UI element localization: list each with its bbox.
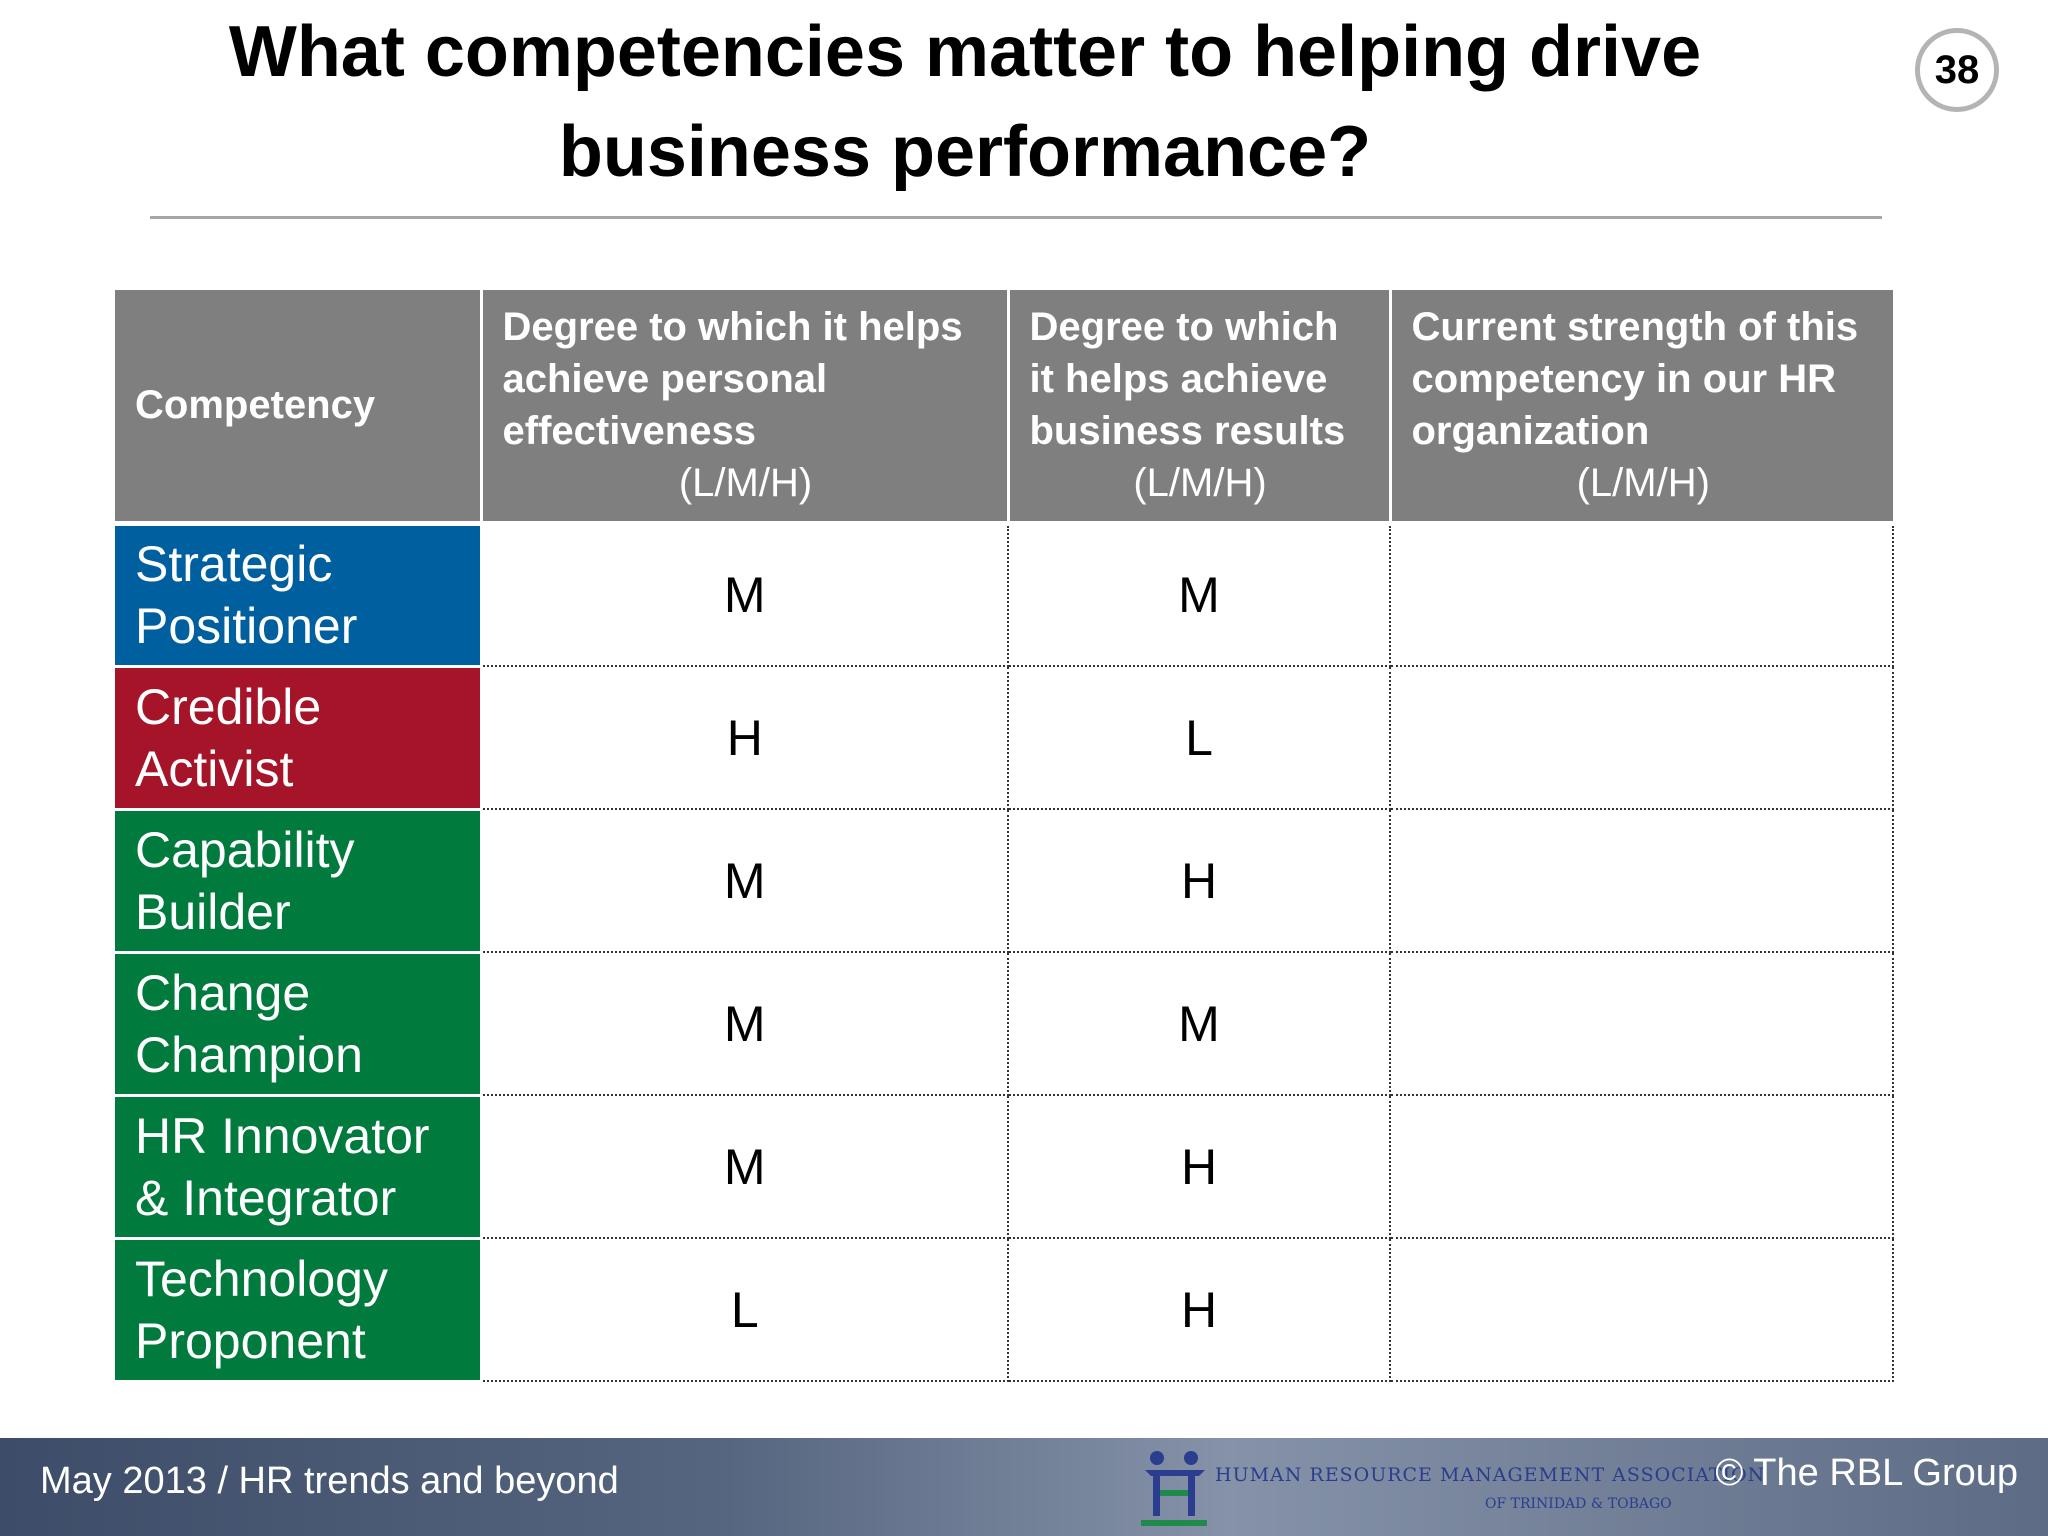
footer-date-title: May 2013 / HR trends and beyond [40, 1460, 619, 1502]
table-row: HR Innovator & Integrator M H [115, 1094, 1894, 1240]
competency-cell: Credible Activist [115, 666, 483, 811]
competency-cell: Strategic Positioner [115, 523, 483, 668]
competency-cell: Change Champion [115, 952, 483, 1097]
slide-title: What competencies matter to helping driv… [110, 2, 1820, 202]
business-rating-cell: H [1007, 1094, 1391, 1239]
hrmatt-logo-icon [1141, 1451, 1207, 1526]
strength-rating-cell[interactable] [1389, 1237, 1894, 1382]
competency-cell: Capability Builder [115, 809, 483, 954]
business-rating-cell: H [1007, 808, 1391, 953]
table-row: Capability Builder M H [115, 808, 1894, 954]
hrmatt-logo: HUMAN RESOURCE MANAGEMENT ASSOCIATION OF… [1135, 1446, 1766, 1532]
strength-rating-cell[interactable] [1389, 522, 1894, 667]
competency-table: Competency Degree to which it helps achi… [115, 290, 1894, 1383]
personal-rating-cell: M [480, 1094, 1009, 1239]
title-divider [150, 216, 1882, 219]
personal-rating-cell: H [480, 665, 1009, 810]
personal-rating-cell: M [480, 951, 1009, 1096]
table-header-row: Competency Degree to which it helps achi… [115, 290, 1893, 526]
business-rating-cell: L [1007, 665, 1391, 810]
table-row: Change Champion M M [115, 951, 1894, 1097]
business-rating-cell: M [1007, 522, 1391, 667]
footer-bar: May 2013 / HR trends and beyond HUMAN RE… [0, 1438, 2048, 1536]
business-rating-cell: M [1007, 951, 1391, 1096]
table-row: Strategic Positioner M M [115, 522, 1894, 668]
strength-rating-cell[interactable] [1389, 951, 1894, 1096]
table-row: Credible Activist H L [115, 665, 1894, 811]
strength-rating-cell[interactable] [1389, 808, 1894, 953]
personal-rating-cell: M [480, 522, 1009, 667]
logo-org-name: HUMAN RESOURCE MANAGEMENT ASSOCIATION [1215, 1464, 1766, 1486]
header-business-results: Degree to which it helps achieve busines… [1008, 290, 1392, 526]
logo-org-sub: OF TRINIDAD & TOBAGO [1485, 1496, 1672, 1512]
competency-cell: HR Innovator & Integrator [115, 1095, 483, 1240]
business-rating-cell: H [1007, 1237, 1391, 1382]
competency-cell: Technology Proponent [115, 1238, 483, 1383]
strength-rating-cell[interactable] [1389, 1094, 1894, 1239]
personal-rating-cell: L [480, 1237, 1009, 1382]
personal-rating-cell: M [480, 808, 1009, 953]
header-current-strength: Current strength of this competency in o… [1390, 290, 1893, 526]
footer-copyright: © The RBL Group [1715, 1452, 2018, 1494]
table-row: Technology Proponent L H [115, 1237, 1894, 1383]
strength-rating-cell[interactable] [1389, 665, 1894, 810]
header-competency: Competency [115, 290, 483, 526]
header-personal-effectiveness: Degree to which it helps achieve persona… [481, 290, 1010, 526]
page-number-badge: 38 [1915, 28, 1999, 112]
slide-title-line-2: business performance? [558, 112, 1372, 192]
slide-title-line-1: What competencies matter to helping driv… [228, 12, 1702, 92]
